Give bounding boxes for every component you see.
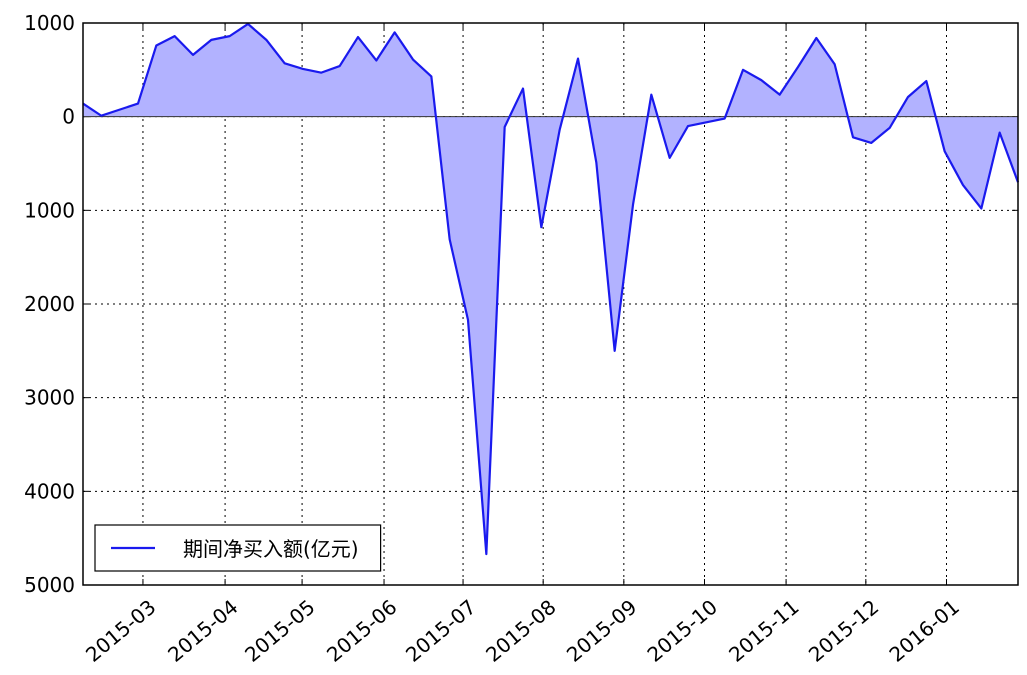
y-tick-label: 1000: [24, 11, 75, 35]
x-tick-label: 2015-11: [724, 595, 803, 667]
legend: 期间净买入额(亿元): [94, 524, 382, 572]
area-fill: [83, 23, 1018, 555]
x-tick-label: 2015-09: [562, 595, 641, 667]
x-tick-label: 2015-05: [240, 595, 319, 667]
x-tick-label: 2015-12: [804, 595, 883, 667]
legend-label: 期间净买入额(亿元): [183, 537, 359, 561]
y-tick-label: 3000: [24, 386, 75, 410]
x-tick-label: 2015-06: [322, 595, 401, 667]
x-tick-label: 2016-01: [885, 595, 964, 667]
x-tick-label: 2015-07: [401, 595, 480, 667]
plot-frame: [82, 22, 1019, 586]
y-tick-label: 5000: [24, 573, 75, 597]
y-tick-label: 0: [62, 105, 75, 129]
y-tick-label: 1000: [24, 198, 75, 222]
y-tick-label: 2000: [24, 292, 75, 316]
x-tick-label: 2015-04: [163, 595, 242, 667]
x-tick-label: 2015-03: [81, 595, 160, 667]
y-tick-label: 4000: [24, 479, 75, 503]
x-tick-label: 2015-08: [481, 595, 560, 667]
series-line: [82, 22, 1020, 556]
x-tick-label: 2015-10: [643, 595, 722, 667]
